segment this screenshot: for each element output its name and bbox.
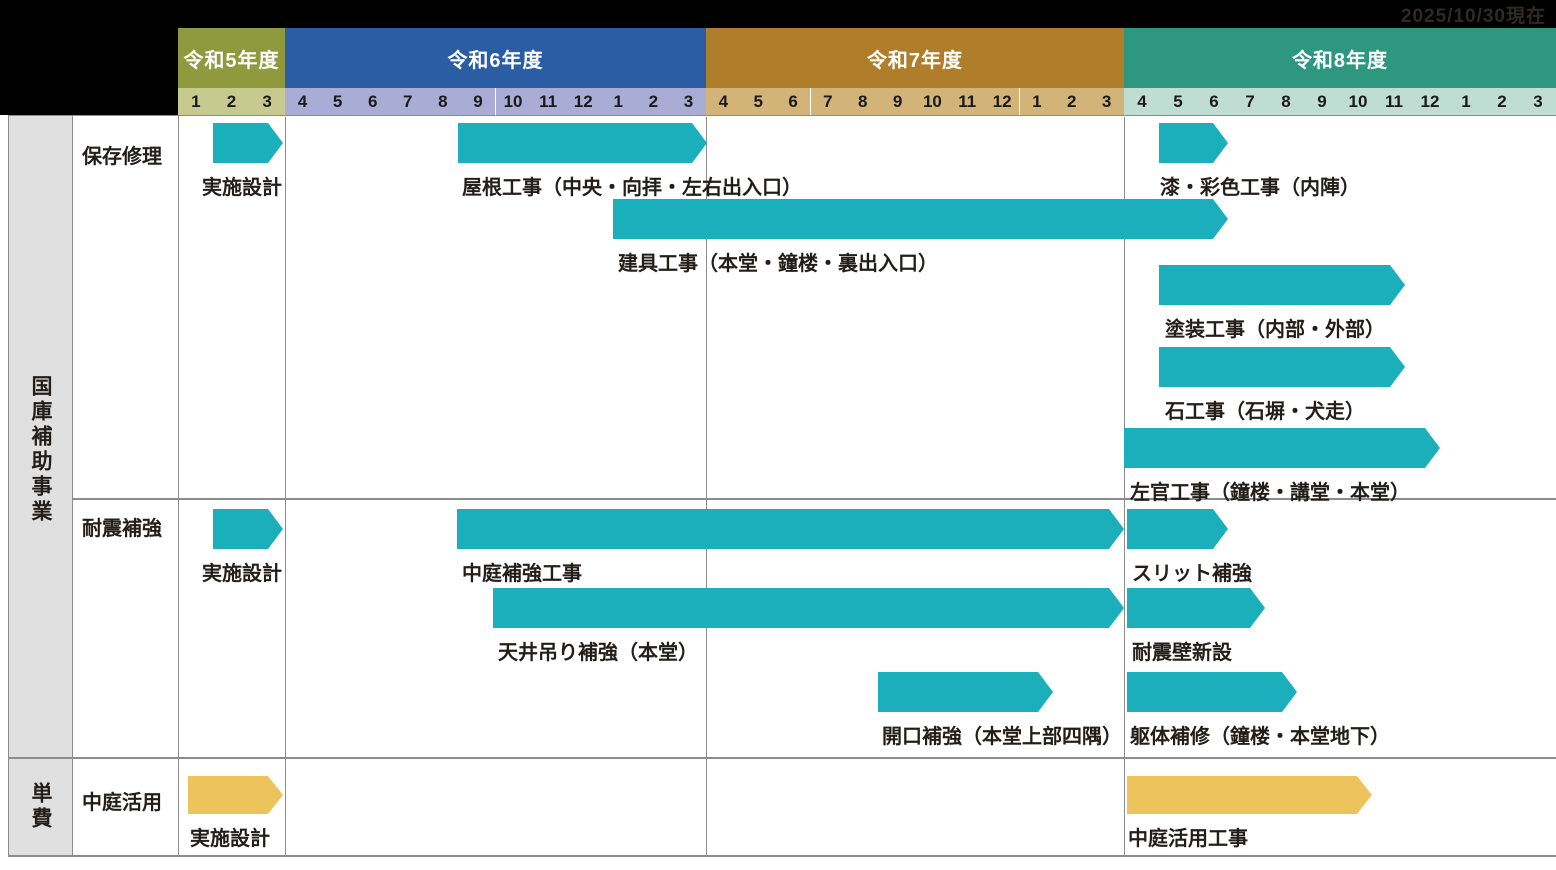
- month-cell: 6: [1196, 88, 1232, 115]
- month-cell: 8: [845, 88, 881, 115]
- grid-line-vertical: [8, 115, 9, 857]
- gantt-bar-label: 耐震壁新設: [1132, 642, 1232, 664]
- month-cell: 7: [810, 88, 846, 115]
- gantt-bar: [1159, 265, 1405, 305]
- month-cell: 1: [1448, 88, 1484, 115]
- header-strip: 2025/10/30現在: [0, 0, 1556, 28]
- gantt-bar: [1127, 509, 1228, 549]
- category-label-hozon-shuri: 保存修理: [82, 146, 162, 168]
- month-cell: 10: [915, 88, 950, 115]
- gantt-bar-label: 開口補強（本堂上部四隅）: [882, 726, 1122, 748]
- gantt-bar-label: 実施設計: [190, 828, 270, 850]
- month-cell: 6: [775, 88, 811, 115]
- category-label-nakaniwa-katsuyo: 中庭活用: [82, 792, 162, 814]
- month-cell: 1: [1019, 88, 1055, 115]
- gantt-bar-label: 屋根工事（中央・向拝・左右出入口）: [462, 177, 802, 199]
- month-cell: 3: [1089, 88, 1124, 115]
- gantt-bar: [458, 123, 707, 163]
- month-cell: 2: [635, 88, 671, 115]
- gantt-bar: [1127, 588, 1265, 628]
- fiscal-year-band: 令和8年度: [1124, 28, 1556, 88]
- gantt-bar: [188, 776, 283, 814]
- gantt-bar-label: 左官工事（鐘楼・講堂・本堂）: [1130, 482, 1410, 504]
- grid-line-vertical: [706, 117, 707, 857]
- group-label-tanpi: 単費: [29, 782, 52, 832]
- grid-line-horizontal: [8, 757, 1556, 759]
- month-cell: 3: [1520, 88, 1556, 115]
- header-corner-block: [0, 0, 178, 115]
- as-of-date: 2025/10/30現在: [1400, 5, 1546, 27]
- month-cell: 11: [530, 88, 566, 115]
- month-cell: 2: [1484, 88, 1520, 115]
- group-column-background: [8, 115, 72, 857]
- gantt-bar-label: 漆・彩色工事（内陣）: [1160, 177, 1360, 199]
- gantt-bar-label: 建具工事（本堂・鐘楼・裏出入口）: [618, 253, 938, 275]
- gantt-bar: [878, 672, 1053, 712]
- fiscal-year-band: 令和6年度: [285, 28, 706, 88]
- fiscal-year-band: 令和5年度: [178, 28, 285, 88]
- month-cell: 4: [1124, 88, 1160, 115]
- gantt-bar: [493, 588, 1124, 628]
- grid-line-horizontal: [8, 855, 1556, 857]
- month-cell: 9: [460, 88, 496, 115]
- month-cell: 9: [1304, 88, 1340, 115]
- month-cell: 2: [213, 88, 250, 115]
- gantt-bar: [1127, 672, 1297, 712]
- month-cell: 9: [880, 88, 915, 115]
- month-cell: 1: [178, 88, 214, 115]
- grid-line-vertical: [72, 115, 73, 857]
- gantt-bar-label: 天井吊り補強（本堂）: [498, 642, 698, 664]
- gantt-bar: [613, 199, 1228, 239]
- month-cell: 5: [320, 88, 356, 115]
- gantt-bar-label: 実施設計: [202, 563, 282, 585]
- month-cell: 2: [1054, 88, 1090, 115]
- month-cell: 5: [740, 88, 776, 115]
- month-cell: 4: [706, 88, 741, 115]
- gantt-bar-label: 塗装工事（内部・外部）: [1165, 319, 1385, 341]
- month-cell: 10: [495, 88, 531, 115]
- gantt-bar: [1127, 776, 1372, 814]
- gantt-bar-label: 躯体補修（鐘楼・本堂地下）: [1130, 726, 1390, 748]
- group-label-kokko-hojo: 国庫補助事業: [29, 375, 52, 525]
- gantt-bar: [213, 123, 283, 163]
- month-cell: 8: [1268, 88, 1304, 115]
- month-cell: 10: [1340, 88, 1376, 115]
- gantt-bar-label: 中庭補強工事: [462, 563, 582, 585]
- gantt-bar-label: 中庭活用工事: [1128, 828, 1248, 850]
- month-cell: 12: [1412, 88, 1448, 115]
- month-cell: 6: [355, 88, 391, 115]
- month-cell: 7: [390, 88, 426, 115]
- month-cell: 12: [565, 88, 601, 115]
- gantt-bar: [1159, 123, 1228, 163]
- gantt-bar: [457, 509, 1124, 549]
- fiscal-year-band: 令和7年度: [706, 28, 1124, 88]
- month-cell: 7: [1232, 88, 1268, 115]
- gantt-bar: [1159, 347, 1405, 387]
- month-cell: 5: [1160, 88, 1196, 115]
- grid-line-vertical: [1124, 117, 1125, 857]
- month-cell: 11: [1376, 88, 1412, 115]
- gantt-bar: [213, 509, 283, 549]
- gantt-bar-label: 実施設計: [202, 177, 282, 199]
- month-cell: 3: [249, 88, 285, 115]
- grid-line-horizontal: [8, 115, 1556, 116]
- month-cell: 12: [984, 88, 1020, 115]
- grid-line-horizontal: [72, 498, 1556, 500]
- month-cell: 1: [600, 88, 636, 115]
- category-label-taishin-hokyo: 耐震補強: [82, 518, 162, 540]
- grid-line-vertical: [178, 115, 179, 857]
- month-cell: 8: [425, 88, 461, 115]
- month-cell: 11: [949, 88, 985, 115]
- grid-line-vertical: [285, 117, 286, 857]
- month-cell: 3: [670, 88, 706, 115]
- gantt-bar-label: スリット補強: [1132, 563, 1252, 585]
- month-cell: 4: [285, 88, 321, 115]
- gantt-bar: [1124, 428, 1440, 468]
- gantt-bar-label: 石工事（石塀・犬走）: [1165, 401, 1365, 423]
